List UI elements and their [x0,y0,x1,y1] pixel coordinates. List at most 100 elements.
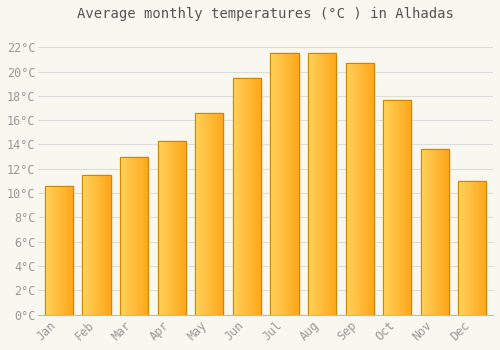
Bar [164,141,166,315]
Bar [485,181,486,315]
Bar [254,78,256,315]
Bar [346,63,374,315]
Bar [364,63,366,315]
Bar [248,78,250,315]
Bar [222,113,224,315]
Bar [64,186,66,315]
Bar [383,99,412,315]
Bar [62,186,63,315]
Bar [120,157,122,315]
Bar [90,175,91,315]
Bar [244,78,246,315]
Bar [45,186,73,315]
Bar [204,113,205,315]
Bar [214,113,215,315]
Bar [475,181,476,315]
Bar [362,63,364,315]
Bar [386,99,388,315]
Bar [404,99,406,315]
Bar [278,53,279,315]
Bar [296,53,297,315]
Bar [402,99,403,315]
Bar [279,53,280,315]
Bar [252,78,254,315]
Bar [195,113,224,315]
Bar [347,63,348,315]
Bar [319,53,320,315]
Bar [270,53,298,315]
Bar [394,99,396,315]
Bar [458,181,486,315]
Bar [292,53,293,315]
Bar [201,113,202,315]
Bar [462,181,464,315]
Bar [356,63,357,315]
Bar [322,53,324,315]
Bar [100,175,102,315]
Bar [468,181,469,315]
Bar [432,149,434,315]
Bar [314,53,315,315]
Bar [272,53,273,315]
Title: Average monthly temperatures (°C ) in Alhadas: Average monthly temperatures (°C ) in Al… [77,7,454,21]
Bar [236,78,237,315]
Bar [482,181,484,315]
Bar [256,78,258,315]
Bar [448,149,449,315]
Bar [474,181,475,315]
Bar [443,149,444,315]
Bar [407,99,408,315]
Bar [72,186,73,315]
Bar [232,78,261,315]
Bar [242,78,244,315]
Bar [56,186,58,315]
Bar [202,113,203,315]
Bar [383,99,384,315]
Bar [458,181,486,315]
Bar [283,53,284,315]
Bar [232,78,234,315]
Bar [144,157,146,315]
Bar [393,99,394,315]
Bar [109,175,110,315]
Bar [371,63,372,315]
Bar [397,99,398,315]
Bar [400,99,402,315]
Bar [216,113,218,315]
Bar [85,175,86,315]
Bar [92,175,94,315]
Bar [137,157,138,315]
Bar [372,63,374,315]
Bar [246,78,247,315]
Bar [472,181,474,315]
Bar [52,186,54,315]
Bar [316,53,318,315]
Bar [436,149,438,315]
Bar [428,149,429,315]
Bar [134,157,136,315]
Bar [219,113,220,315]
Bar [429,149,430,315]
Bar [357,63,358,315]
Bar [208,113,210,315]
Bar [408,99,410,315]
Bar [352,63,354,315]
Bar [308,53,336,315]
Bar [332,53,334,315]
Bar [326,53,328,315]
Bar [50,186,52,315]
Bar [470,181,471,315]
Bar [130,157,132,315]
Bar [54,186,56,315]
Bar [422,149,424,315]
Bar [142,157,144,315]
Bar [420,149,422,315]
Bar [158,141,159,315]
Bar [258,78,260,315]
Bar [476,181,478,315]
Bar [218,113,219,315]
Bar [178,141,180,315]
Bar [464,181,466,315]
Bar [430,149,432,315]
Bar [63,186,64,315]
